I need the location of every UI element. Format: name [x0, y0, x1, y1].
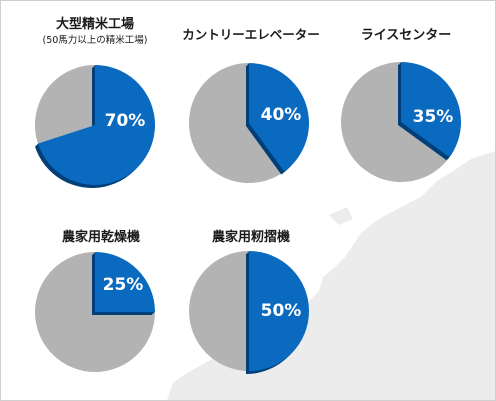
pie-slice-remainder: [189, 251, 249, 371]
pie-value-label: 70%: [105, 111, 146, 131]
pie-value-label: 50%: [261, 301, 302, 321]
japan-map-background: [167, 151, 495, 400]
pie-slice-remainder: [189, 63, 285, 183]
chart-title-farm-huller: 農家用籾摺機: [211, 230, 290, 245]
chart-subtitle-large-rice-mill: (50馬力以上の精米工場): [42, 35, 148, 46]
pie-slice-share: [95, 252, 155, 312]
pie-chart-3: 35%: [341, 62, 462, 182]
pie-charts: 70% 40% 35% 25% 50%: [34, 62, 462, 374]
pie-value-label: 25%: [103, 275, 144, 295]
pie-chart-1: 70%: [34, 65, 156, 188]
pie-chart-5: 50%: [189, 251, 309, 374]
pie-value-label: 35%: [413, 107, 454, 127]
pie-chart-2: 40%: [189, 63, 310, 183]
pie-slice-share: [249, 251, 309, 371]
japan-map-silhouette: [167, 151, 495, 400]
chart-title-rice-center: ライスセンター: [360, 28, 452, 43]
chart-title-large-rice-mill: 大型精米工場: [55, 17, 134, 32]
chart-title-country-elevator: カントリーエレベーター: [182, 27, 320, 42]
pie-slice-remainder: [35, 65, 95, 144]
pie-slice-share: [401, 62, 462, 158]
pie-chart-4: 25%: [35, 252, 155, 372]
pie-value-label: 40%: [261, 105, 302, 125]
pie-slice-remainder: [341, 62, 450, 182]
pie-slice-share: [37, 65, 156, 185]
pie-slice-share: [249, 63, 310, 172]
chart-title-farm-dryer: 農家用乾燥機: [61, 230, 140, 245]
